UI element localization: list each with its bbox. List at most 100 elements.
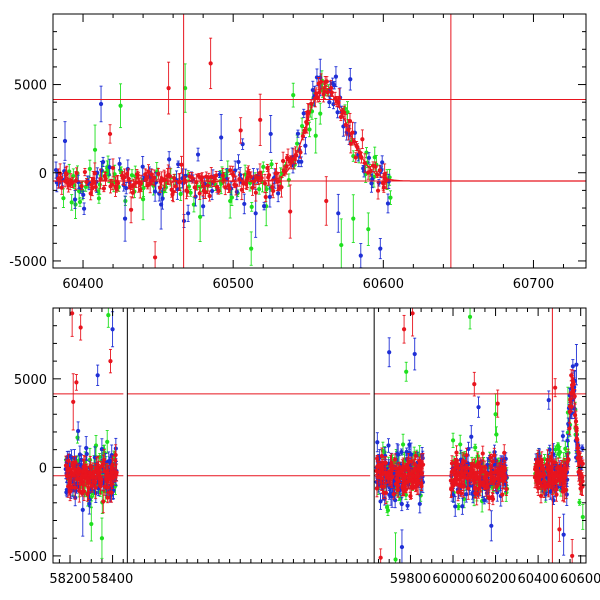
data-point: [458, 442, 463, 447]
series-0: [53, 58, 391, 268]
data-point: [149, 172, 154, 177]
data-point: [73, 202, 78, 207]
data-point: [369, 181, 374, 186]
data-point: [366, 227, 371, 232]
data-point: [318, 79, 324, 84]
data-point: [98, 101, 104, 107]
data-point: [253, 190, 258, 195]
data-point: [489, 523, 494, 528]
data-point: [72, 197, 78, 202]
data-point: [327, 100, 332, 105]
data-point: [339, 242, 344, 248]
plot-frame: [52, 13, 587, 269]
data-point: [257, 187, 262, 192]
data-point: [266, 173, 272, 178]
data-point: [71, 173, 76, 179]
data-point: [89, 521, 94, 527]
data-point: [238, 172, 243, 178]
data-point: [460, 504, 465, 509]
data-point: [412, 351, 417, 357]
data-point: [565, 438, 570, 443]
data-point: [59, 185, 64, 190]
data-point: [110, 182, 115, 187]
series-0: [63, 311, 585, 563]
data-point: [107, 165, 112, 170]
data-point: [250, 185, 255, 190]
data-point: [469, 434, 474, 439]
data-point: [101, 186, 106, 191]
data-point: [115, 181, 121, 186]
data-point: [476, 405, 481, 410]
data-point: [234, 189, 239, 194]
data-point: [383, 460, 388, 466]
data-point: [373, 164, 378, 169]
data-point: [336, 211, 341, 216]
data-point: [87, 166, 92, 172]
x-tick-label: 60700: [513, 277, 554, 292]
data-point: [61, 196, 66, 201]
data-point: [81, 489, 87, 494]
data-point: [328, 85, 334, 91]
data-point: [106, 172, 111, 177]
data-point: [95, 373, 100, 378]
data-point: [79, 457, 84, 463]
data-point: [58, 175, 64, 180]
data-point: [563, 446, 568, 451]
data-point: [240, 142, 245, 147]
data-point: [99, 477, 104, 483]
data-point: [279, 185, 284, 190]
data-point: [185, 189, 190, 194]
data-point: [99, 447, 105, 452]
data-point: [395, 483, 401, 488]
data-point: [353, 155, 358, 160]
data-point: [227, 186, 232, 191]
data-point: [176, 162, 181, 167]
data-point: [503, 456, 508, 461]
data-point: [310, 87, 315, 93]
y-tick-label: 0: [39, 167, 47, 182]
x-tick-label: 60400: [62, 277, 103, 292]
data-point: [92, 171, 97, 176]
data-point: [67, 169, 72, 174]
data-point: [103, 176, 108, 182]
data-point: [393, 557, 398, 562]
data-point: [146, 169, 151, 175]
data-point: [276, 191, 281, 196]
data-point: [205, 183, 211, 188]
data-point: [453, 504, 458, 509]
data-point: [547, 447, 552, 452]
data-point: [301, 111, 306, 116]
data-point: [209, 188, 215, 194]
data-point: [208, 61, 213, 66]
data-point: [122, 216, 128, 221]
data-point: [372, 155, 377, 160]
data-point: [482, 498, 487, 503]
data-point: [284, 164, 289, 169]
data-point: [560, 433, 566, 439]
data-point: [303, 143, 308, 148]
data-point: [238, 128, 243, 133]
data-point: [124, 186, 129, 191]
data-point: [405, 503, 410, 508]
data-point: [156, 171, 161, 176]
data-point: [138, 181, 144, 186]
data-point: [179, 162, 184, 167]
data-point: [383, 490, 389, 496]
data-point: [385, 201, 391, 206]
data-point: [113, 452, 118, 458]
data-point: [141, 185, 146, 191]
data-point: [298, 150, 303, 155]
data-point: [407, 442, 412, 447]
data-point: [259, 175, 264, 181]
data-point: [261, 203, 267, 209]
data-point: [399, 449, 404, 455]
data-point: [400, 442, 406, 447]
data-point: [186, 184, 192, 189]
data-point: [464, 492, 469, 497]
x-tick-label: 60500: [212, 277, 253, 292]
data-point: [77, 189, 82, 194]
data-point: [97, 182, 102, 187]
data-point: [171, 175, 177, 181]
data-point: [195, 152, 201, 157]
data-point: [288, 209, 293, 214]
